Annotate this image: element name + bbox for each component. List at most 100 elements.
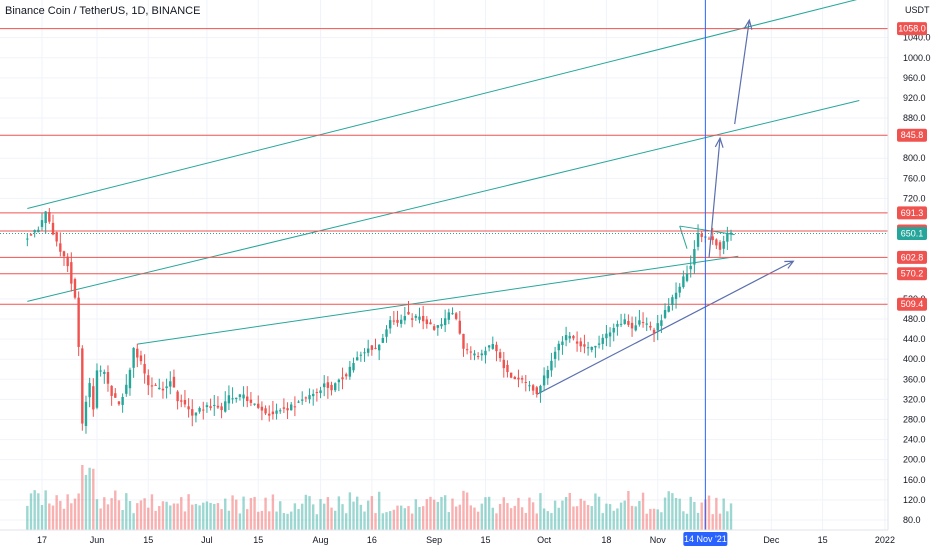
projection-arrow <box>708 138 721 258</box>
volume-bar <box>403 508 407 530</box>
candle-body <box>594 345 597 348</box>
candle-body <box>242 394 245 399</box>
level-badge: 691.3 <box>897 206 927 220</box>
volume-bar <box>33 490 36 530</box>
volume-bar <box>366 500 370 530</box>
time-tick-label: 17 <box>37 535 47 545</box>
volume-bar <box>660 512 663 530</box>
price-tick-label: 1040.0 <box>903 33 931 43</box>
candle <box>136 343 139 368</box>
time-tick-label: 15 <box>253 535 263 545</box>
last-price-badge: 650.1 <box>897 227 927 241</box>
candle <box>399 314 403 328</box>
candle-body <box>517 377 520 380</box>
candle-body <box>590 346 593 350</box>
volume-bar <box>55 495 58 530</box>
current-date-badge-text: 14 Nov '21 <box>684 534 727 544</box>
volume-bar <box>484 497 487 530</box>
volume-bar <box>92 468 95 530</box>
candle-body <box>143 363 146 374</box>
candle <box>605 324 608 347</box>
candle-body <box>528 385 531 387</box>
volume-bar <box>575 506 579 530</box>
volume-bar <box>597 496 601 530</box>
candle-body <box>220 406 223 411</box>
candle <box>425 316 429 329</box>
candle-body <box>125 384 128 394</box>
candle <box>388 315 392 334</box>
projection-arrowhead <box>743 18 753 30</box>
volume-bar <box>590 506 593 530</box>
candle <box>279 408 282 414</box>
candle <box>99 365 102 377</box>
candle <box>506 360 509 378</box>
volume-bar <box>436 501 440 530</box>
volume-bar <box>29 493 33 530</box>
candle <box>51 214 55 236</box>
volume-bar <box>172 503 176 530</box>
volume-bar <box>26 505 29 530</box>
volume-bar <box>216 503 220 530</box>
time-tick-label: 15 <box>143 535 153 545</box>
candle <box>623 313 626 325</box>
candle-body <box>436 325 440 328</box>
volume-bar <box>458 504 462 530</box>
volume-bar <box>531 502 535 530</box>
time-axis-panel[interactable] <box>0 530 932 550</box>
candle-body <box>235 397 238 400</box>
candle-body <box>191 409 194 416</box>
volume-bar <box>407 506 410 530</box>
candle <box>590 346 593 353</box>
candle <box>726 226 729 250</box>
candle-body <box>513 376 516 380</box>
candle-body <box>59 243 62 252</box>
volume-bar <box>454 506 458 530</box>
time-tick-label: Nov <box>650 535 667 545</box>
volume-bar <box>62 508 66 530</box>
candle-body <box>29 234 33 236</box>
candle <box>414 314 418 321</box>
candle-body <box>334 383 337 391</box>
volume-bar <box>198 505 201 530</box>
volume-bar <box>594 493 597 530</box>
candle <box>268 405 271 422</box>
candle <box>440 318 443 329</box>
volume-bar <box>682 511 685 530</box>
volume-bar <box>286 513 289 530</box>
candle-body <box>535 387 538 394</box>
volume-bar <box>399 505 403 530</box>
candle <box>594 345 597 358</box>
candle <box>715 238 718 250</box>
volume-bar <box>645 513 648 530</box>
candle <box>231 387 234 404</box>
candle-body <box>51 222 55 235</box>
volume-bar <box>425 499 429 530</box>
candle-body <box>619 323 623 325</box>
last-price-badge-bg <box>897 227 927 241</box>
volume-bar <box>546 511 549 530</box>
candle-body <box>484 350 487 356</box>
candle-body <box>290 404 293 411</box>
candle-body <box>352 363 355 371</box>
time-tick-label: Jun <box>90 535 105 545</box>
candle-body <box>73 279 77 298</box>
candle <box>480 349 483 361</box>
candle <box>674 282 678 309</box>
candle-body <box>685 273 689 281</box>
candle <box>381 333 385 344</box>
volume-bar <box>271 494 275 530</box>
candle <box>224 391 227 413</box>
candle-body <box>491 344 494 349</box>
volume-bar <box>66 494 69 530</box>
volume-bar <box>553 500 557 530</box>
candle-body <box>473 353 476 356</box>
candle <box>366 339 370 357</box>
candle <box>649 321 652 331</box>
candle-body <box>366 348 370 353</box>
volume-bar <box>304 494 308 530</box>
candle-body <box>176 391 179 402</box>
volume-bar <box>711 514 714 530</box>
level-badge-text: 691.3 <box>901 208 924 218</box>
volume-bar <box>612 510 615 530</box>
price-tick-label: 280.0 <box>903 414 926 424</box>
